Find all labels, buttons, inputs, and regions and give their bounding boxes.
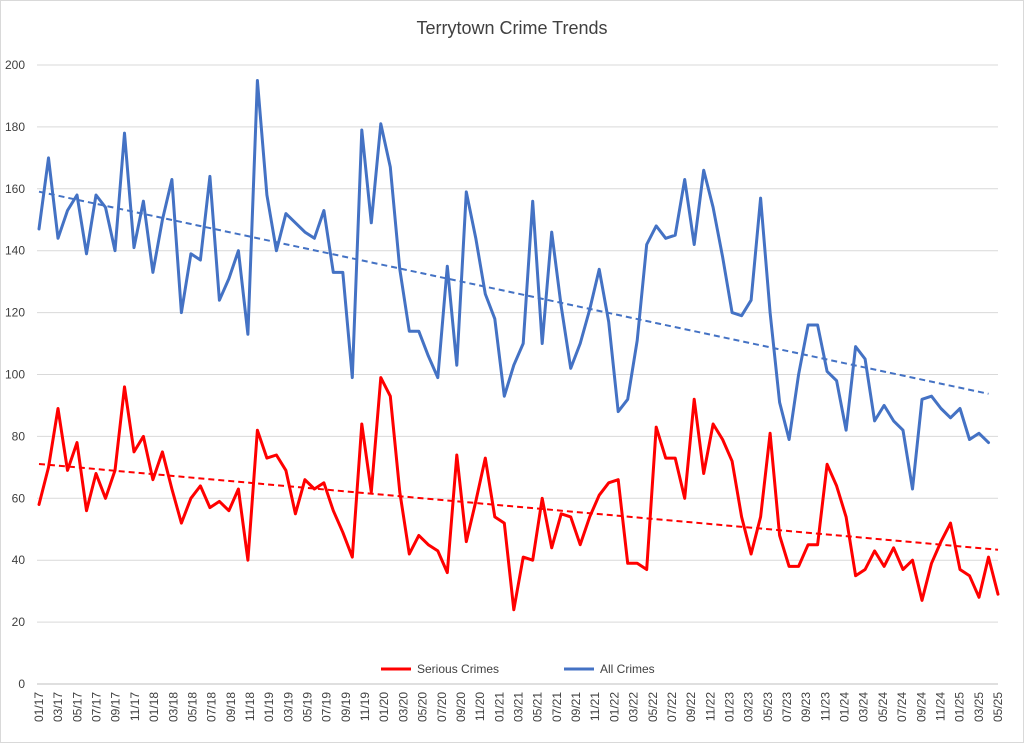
gridlines xyxy=(37,64,998,685)
x-tick-label: 03/21 xyxy=(512,692,526,722)
x-tick-label: 09/18 xyxy=(224,692,238,722)
x-tick-label: 01/18 xyxy=(147,692,161,722)
x-tick-label: 07/17 xyxy=(90,692,104,722)
x-tick-label: 11/18 xyxy=(243,692,257,721)
trendline-all-crimes xyxy=(38,190,989,395)
y-tick-label: 160 xyxy=(5,182,25,196)
x-tick-label: 11/21 xyxy=(588,692,602,721)
x-tick-label: 09/17 xyxy=(109,692,123,722)
y-tick-label: 180 xyxy=(5,120,25,134)
series-layer xyxy=(37,79,1000,612)
y-tick-label: 20 xyxy=(12,615,26,629)
x-tick-label: 09/22 xyxy=(684,692,698,722)
x-tick-label: 07/19 xyxy=(320,692,334,722)
x-tick-label: 05/22 xyxy=(646,692,660,722)
series-line-serious-crimes xyxy=(37,376,1000,612)
y-tick-label: 40 xyxy=(12,553,26,567)
y-tick-label: 0 xyxy=(18,677,25,691)
x-tick-label: 05/21 xyxy=(531,692,545,722)
chart-title: Terrytown Crime Trends xyxy=(416,18,607,38)
x-tick-label: 01/19 xyxy=(262,692,276,722)
trendline-serious-crimes xyxy=(38,462,999,551)
x-tick-label: 01/24 xyxy=(838,692,852,722)
x-tick-label: 09/19 xyxy=(339,692,353,722)
y-tick-label: 60 xyxy=(12,491,26,505)
x-tick-label: 03/20 xyxy=(396,692,410,722)
x-tick-label: 03/24 xyxy=(857,692,871,722)
x-tick-label: 05/17 xyxy=(70,692,84,722)
x-tick-label: 01/23 xyxy=(722,692,736,722)
legend-label: Serious Crimes xyxy=(417,662,499,676)
x-tick-label: 05/20 xyxy=(416,692,430,722)
y-tick-label: 80 xyxy=(12,429,26,443)
x-tick-label: 03/22 xyxy=(627,692,641,722)
x-tick-label: 05/19 xyxy=(301,692,315,722)
x-tick-label: 01/25 xyxy=(953,692,967,722)
x-tick-label: 03/18 xyxy=(166,692,180,722)
y-tick-label: 120 xyxy=(5,306,25,320)
x-tick-label: 09/20 xyxy=(454,692,468,722)
x-tick-label: 07/18 xyxy=(205,692,219,722)
x-tick-label: 01/21 xyxy=(492,692,506,722)
series-line-all-crimes xyxy=(37,79,990,491)
x-tick-label: 03/17 xyxy=(51,692,65,722)
x-tick-label: 03/23 xyxy=(742,692,756,722)
x-tick-label: 11/20 xyxy=(473,692,487,721)
x-tick-label: 01/20 xyxy=(377,692,391,722)
x-tick-label: 07/23 xyxy=(780,692,794,722)
x-axis: 01/17 03/17 05/17 07/17 09/17 11/17 01/18 03/18… xyxy=(32,692,1005,722)
x-tick-label: 11/23 xyxy=(818,692,832,721)
x-tick-label: 05/25 xyxy=(991,692,1005,722)
x-tick-label: 05/23 xyxy=(761,692,775,722)
x-tick-label: 11/24 xyxy=(933,692,947,721)
x-tick-label: 07/24 xyxy=(895,692,909,722)
x-tick-label: 07/22 xyxy=(665,692,679,722)
x-tick-label: 07/21 xyxy=(550,692,564,722)
legend-label: All Crimes xyxy=(600,662,655,676)
x-tick-label: 05/24 xyxy=(876,692,890,722)
x-tick-label: 01/17 xyxy=(32,692,46,722)
y-tick-label: 200 xyxy=(5,58,25,72)
y-tick-label: 140 xyxy=(5,244,25,258)
x-tick-label: 07/20 xyxy=(435,692,449,722)
x-tick-label: 01/22 xyxy=(607,692,621,722)
y-tick-label: 100 xyxy=(5,368,25,382)
x-tick-label: 03/25 xyxy=(972,692,986,722)
x-tick-label: 09/24 xyxy=(914,692,928,722)
x-tick-label: 11/22 xyxy=(703,692,717,721)
x-tick-label: 11/17 xyxy=(128,692,142,721)
x-tick-label: 09/23 xyxy=(799,692,813,722)
x-tick-label: 11/19 xyxy=(358,692,372,721)
x-tick-label: 05/18 xyxy=(185,692,199,722)
legend: Serious Crimes All Crimes xyxy=(381,662,655,676)
y-axis: 0 20 40 60 80 100 120 140 160 180 200 xyxy=(5,58,25,691)
x-tick-label: 09/21 xyxy=(569,692,583,722)
x-tick-label: 03/19 xyxy=(281,692,295,722)
